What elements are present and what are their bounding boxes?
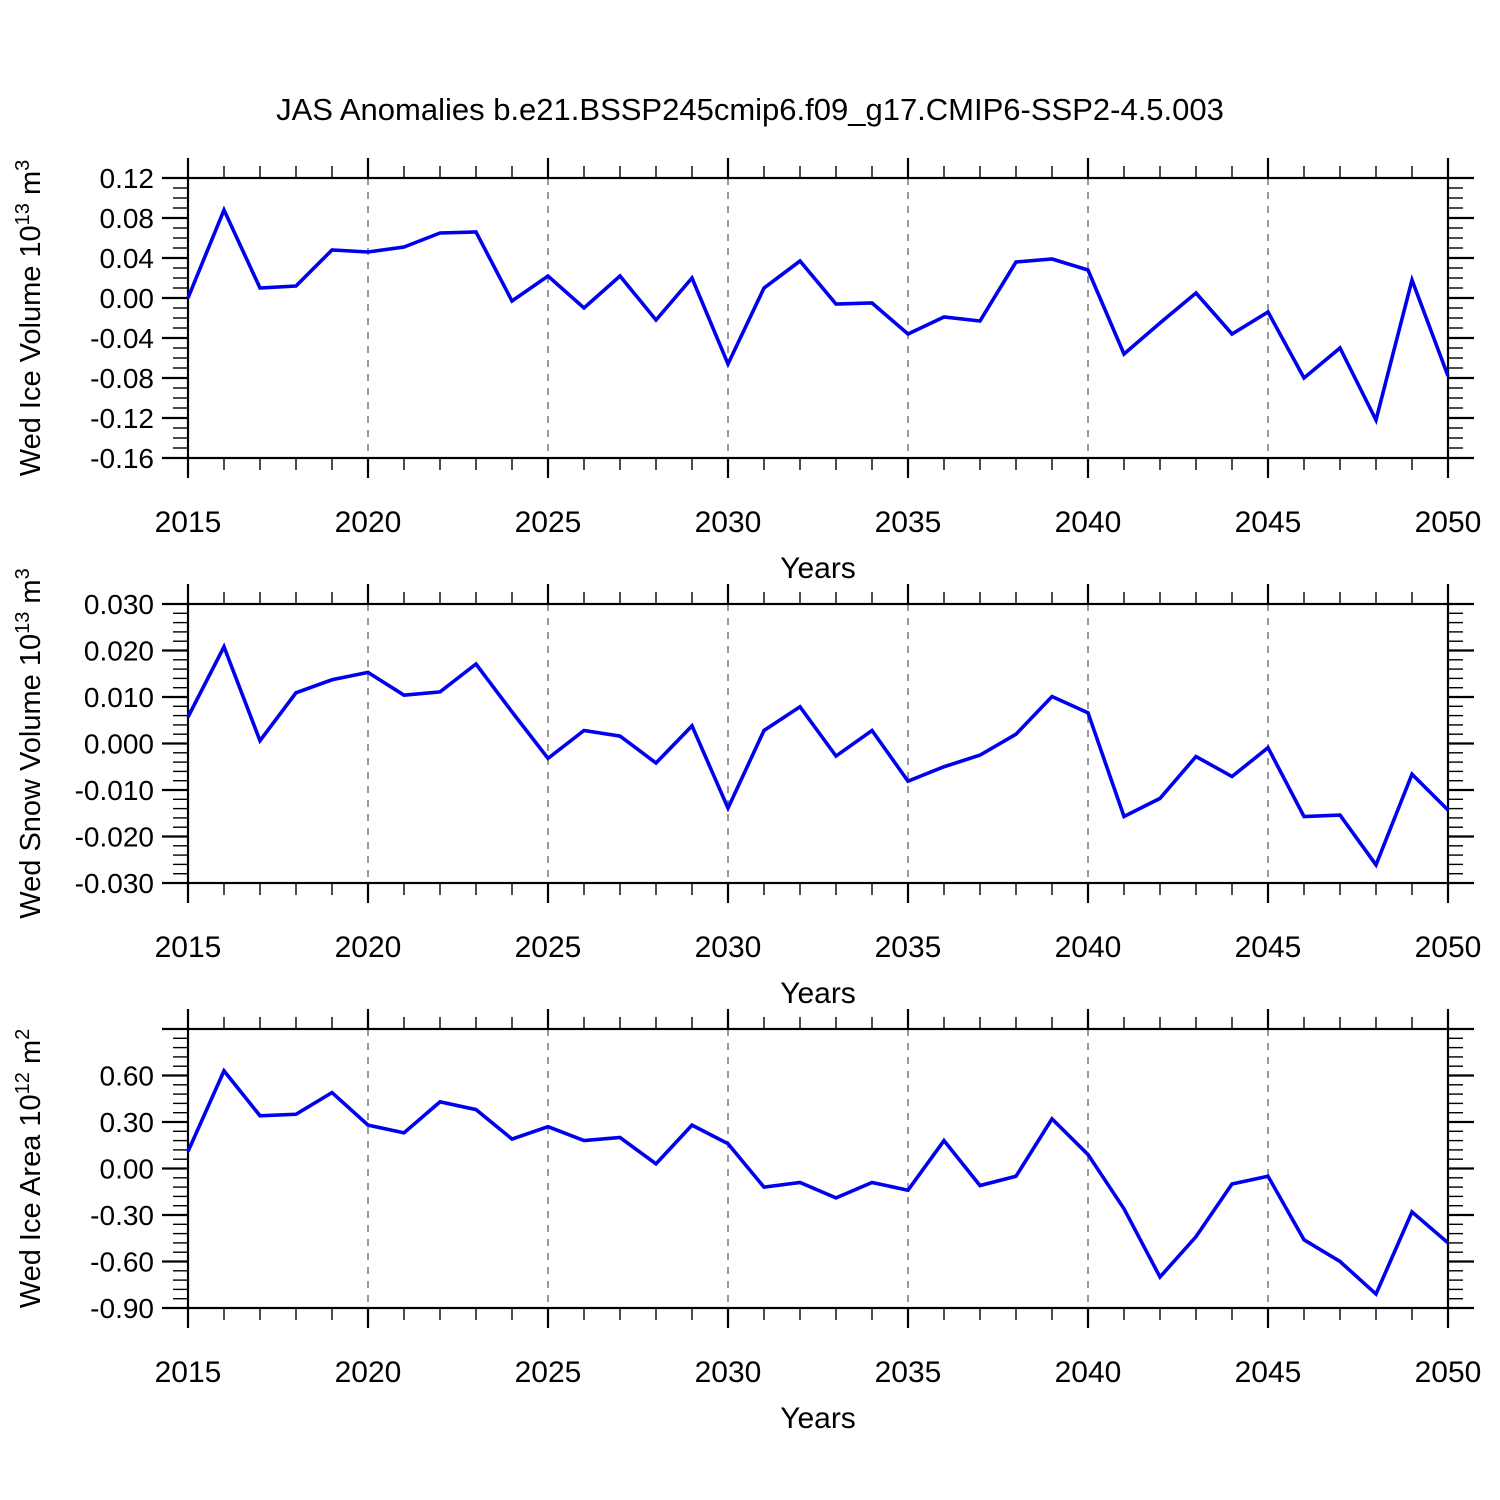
y-tick-label: 0.00: [100, 1154, 155, 1185]
x-tick-label: 2015: [155, 506, 222, 539]
plot-border: [186, 176, 1450, 460]
x-tick-label: 2030: [695, 931, 762, 964]
x-tick-label: 2030: [695, 506, 762, 539]
x-tick-label: 2015: [155, 1356, 222, 1389]
x-tick-label: 2015: [155, 931, 222, 964]
y-tick-label: -0.90: [90, 1293, 154, 1324]
x-tick-label: 2045: [1235, 1356, 1302, 1389]
x-axis-title: Years: [780, 1402, 856, 1435]
y-tick-label: -0.04: [90, 323, 154, 354]
x-tick-label: 2050: [1415, 1356, 1482, 1389]
y-tick-label: 0.12: [100, 163, 155, 194]
y-tick-label: 0.00: [100, 283, 155, 314]
y-tick-label: -0.60: [90, 1247, 154, 1278]
x-tick-label: 2040: [1055, 1356, 1122, 1389]
x-tick-label: 2025: [515, 1356, 582, 1389]
data-line-wed-ice-area: [186, 1067, 1450, 1298]
x-tick-label: 2025: [515, 506, 582, 539]
y-axis-title: Wed Snow Volume 1013 m3: [12, 568, 47, 918]
y-tick-label: -0.08: [90, 363, 154, 394]
x-tick-label: 2050: [1415, 931, 1482, 964]
x-tick-label: 2035: [875, 506, 942, 539]
y-tick-label: 0.010: [84, 682, 154, 713]
data-line-wed-ice-volume: [186, 205, 1450, 426]
panel-wed-ice-area: 2015 2020 2025 2030 2035 2040 2045 2050 0.60 0.30…: [12, 1009, 1481, 1435]
x-tick-label: 2040: [1055, 931, 1122, 964]
y-tick-label: -0.12: [90, 403, 154, 434]
x-tick-label: 2035: [875, 1356, 942, 1389]
x-tick-label: 2030: [695, 1356, 762, 1389]
x-tick-label: 2020: [335, 506, 402, 539]
y-axis-title: Wed Ice Volume 1013 m3: [12, 160, 47, 477]
chart-title: JAS Anomalies b.e21.BSSP245cmip6.f09_g17…: [276, 92, 1224, 127]
x-tick-label: 2020: [335, 931, 402, 964]
x-tick-label: 2020: [335, 1356, 402, 1389]
y-tick-label: -0.010: [75, 775, 154, 806]
x-tick-label: 2035: [875, 931, 942, 964]
plot-border: [186, 602, 1450, 885]
plot-border: [186, 1027, 1450, 1310]
y-tick-label: 0.08: [100, 203, 155, 234]
x-axis-title: Years: [780, 977, 856, 1010]
y-tick-label: 0.020: [84, 636, 154, 667]
y-tick-label: 0.030: [84, 589, 154, 620]
y-tick-label: 0.30: [100, 1107, 155, 1138]
x-tick-label: 2040: [1055, 506, 1122, 539]
data-line-wed-snow-volume: [186, 642, 1450, 869]
panel-wed-ice-volume: 2015 2020 2025 2030 2035 2040 2045 2050 0.12 0.08…: [12, 158, 1481, 585]
y-tick-label: -0.16: [90, 443, 154, 474]
y-tick-label: 0.60: [100, 1061, 155, 1092]
y-tick-label: 0.04: [100, 243, 155, 274]
y-tick-label: -0.030: [75, 868, 154, 899]
x-axis-title: Years: [780, 552, 856, 585]
y-tick-label: -0.30: [90, 1200, 154, 1231]
x-tick-label: 2050: [1415, 506, 1482, 539]
y-axis-title: Wed Ice Area 1012 m2: [12, 1029, 47, 1308]
panel-wed-snow-volume: 2015 2020 2025 2030 2035 2040 2045 2050 0.030 0.0…: [12, 568, 1481, 1010]
y-tick-label: -0.020: [75, 822, 154, 853]
y-tick-label: 0.000: [84, 729, 154, 760]
x-tick-label: 2045: [1235, 506, 1302, 539]
x-tick-label: 2045: [1235, 931, 1302, 964]
x-tick-label: 2025: [515, 931, 582, 964]
